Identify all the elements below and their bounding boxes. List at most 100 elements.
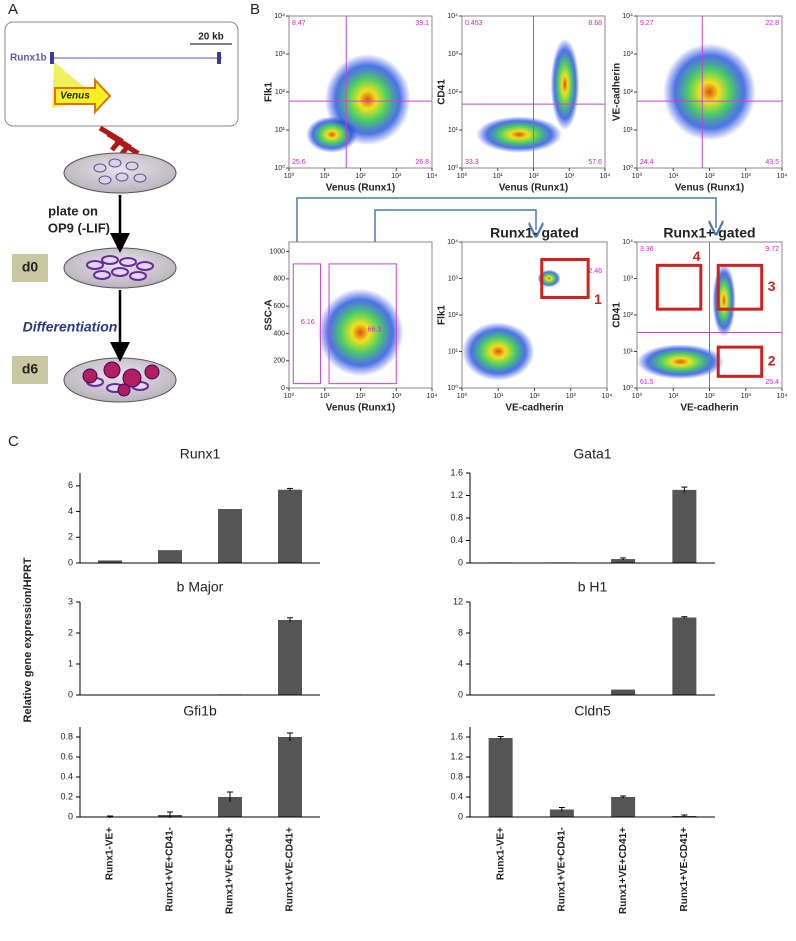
density-cloud	[306, 116, 358, 153]
gate-stat: 22.8	[765, 20, 779, 27]
y-tick-label: 1	[68, 658, 73, 668]
process-label: Differentiation	[23, 319, 118, 335]
y-tick-label: 0	[68, 811, 73, 821]
density-cloud	[462, 322, 535, 381]
gate-stat: 3.36	[640, 246, 654, 253]
x-tick-label: 10⁰	[457, 392, 468, 400]
x-tick-label: 10⁰	[632, 392, 643, 400]
x-tick-label: 10²	[704, 173, 715, 180]
gate-stat: 0.453	[465, 20, 483, 27]
y-tick-label: 0	[68, 689, 73, 699]
density-cloud	[476, 116, 563, 153]
colonies	[82, 361, 160, 397]
density-cloud	[550, 38, 580, 130]
y-tick-label: 10¹	[448, 348, 459, 355]
gate-stat: 39.1	[415, 20, 429, 27]
gate-stat: 8.68	[588, 20, 602, 27]
y-tick-label: 6	[68, 480, 73, 490]
bar	[278, 619, 302, 695]
y-tick-label: 10³	[623, 51, 634, 58]
sort-gate	[655, 263, 703, 311]
step-text: OP9 (-LIF)	[48, 220, 110, 235]
y-tick-label: 10⁴	[622, 239, 633, 246]
chart-title: Runx1	[180, 446, 221, 462]
gate	[328, 263, 397, 385]
panel-label: C	[8, 433, 19, 450]
bar	[278, 489, 302, 563]
y-tick-label: 10⁰	[622, 384, 633, 392]
x-axis-label: VE-cadherin	[505, 403, 563, 414]
y-tick-label: 10²	[623, 312, 634, 319]
density-cloud	[663, 43, 756, 141]
x-tick-label: 10¹	[493, 173, 504, 180]
chart-title: Cldn5	[574, 703, 611, 719]
x-tick-label: Runx1+VE+CD41+	[618, 827, 629, 914]
gate-stat: 2.46	[588, 268, 602, 275]
bar	[672, 489, 697, 563]
panel-label: A	[8, 1, 18, 18]
x-tick-label: 10⁰	[632, 172, 643, 180]
plot-title: Runx1+ gated	[663, 225, 755, 241]
x-tick-label: Runx1+VE+CD41-	[165, 827, 176, 911]
y-axis-label: CD41	[437, 79, 448, 105]
y-axis-label: VE-cadherin	[612, 63, 623, 121]
y-axis-label: CD41	[612, 302, 623, 328]
y-tick-label: 0	[458, 689, 463, 699]
y-tick-label: 12	[453, 596, 463, 606]
dish	[63, 357, 177, 403]
gene-name: Runx1b	[10, 53, 47, 64]
bar	[218, 509, 242, 563]
plot-title: Runx1- gated	[490, 225, 579, 241]
sort-gate	[716, 345, 764, 378]
y-tick-label: 4	[458, 658, 463, 668]
sort-gate-label: 4	[693, 248, 701, 264]
x-tick-label: 10²	[355, 393, 366, 400]
sort-gate-label: 3	[768, 278, 776, 294]
bar	[488, 738, 513, 817]
x-axis-label: Venus (Runx1)	[499, 183, 568, 194]
x-tick-label: Runx1+VE-CD41+	[285, 827, 296, 912]
cells	[93, 158, 147, 185]
x-tick-label: Runx1+VE+CD41-	[557, 827, 568, 911]
y-tick-label: 3	[68, 596, 73, 606]
reporter-arrow	[54, 77, 112, 115]
bar	[611, 797, 636, 817]
x-axis-label: Venus (Runx1)	[326, 403, 395, 414]
gate-stat: 43.5	[765, 159, 779, 166]
y-tick-label: 0.6	[60, 751, 73, 761]
chart-title: Gata1	[573, 446, 611, 462]
x-tick-label: 10⁴	[427, 173, 438, 180]
bar	[278, 737, 302, 817]
x-tick-label: 10¹	[668, 173, 679, 180]
day-box	[12, 254, 48, 282]
x-tick-label: 10³	[564, 173, 575, 180]
y-tick-label: 8	[458, 627, 463, 637]
x-tick-label: 10³	[391, 173, 402, 180]
gate-stat: 57.6	[588, 159, 602, 166]
y-axis-label: Flk1	[264, 82, 275, 102]
y-tick-label: 4	[68, 506, 73, 516]
gate-stat: 9.27	[640, 20, 654, 27]
x-tick-label: 10⁰	[284, 392, 295, 400]
x-tick-label: 10⁰	[284, 172, 295, 180]
panel-label: B	[250, 1, 260, 18]
y-tick-label: 10⁰	[447, 384, 458, 392]
x-tick-label: 10⁴	[777, 173, 788, 180]
gate-stat: 26.8	[415, 159, 429, 166]
y-tick-label: 0.8	[60, 731, 73, 741]
y-tick-label: 10²	[623, 89, 634, 96]
density-cloud	[712, 263, 736, 337]
x-tick-label: 10²	[704, 393, 715, 400]
y-tick-label: 1000	[269, 248, 285, 255]
step-text: plate on	[48, 203, 98, 218]
y-tick-label: 0	[458, 557, 463, 567]
day-label: d0	[22, 259, 39, 275]
bar	[672, 617, 697, 695]
y-tick-label: 0	[458, 811, 463, 821]
y-axis-label: SSC-A	[264, 299, 275, 330]
gate-stat: 25.4	[765, 379, 779, 386]
y-tick-label: 600	[273, 303, 285, 310]
y-tick-label: 10³	[275, 51, 286, 58]
x-tick-label: Runx1-VE+	[495, 827, 506, 880]
